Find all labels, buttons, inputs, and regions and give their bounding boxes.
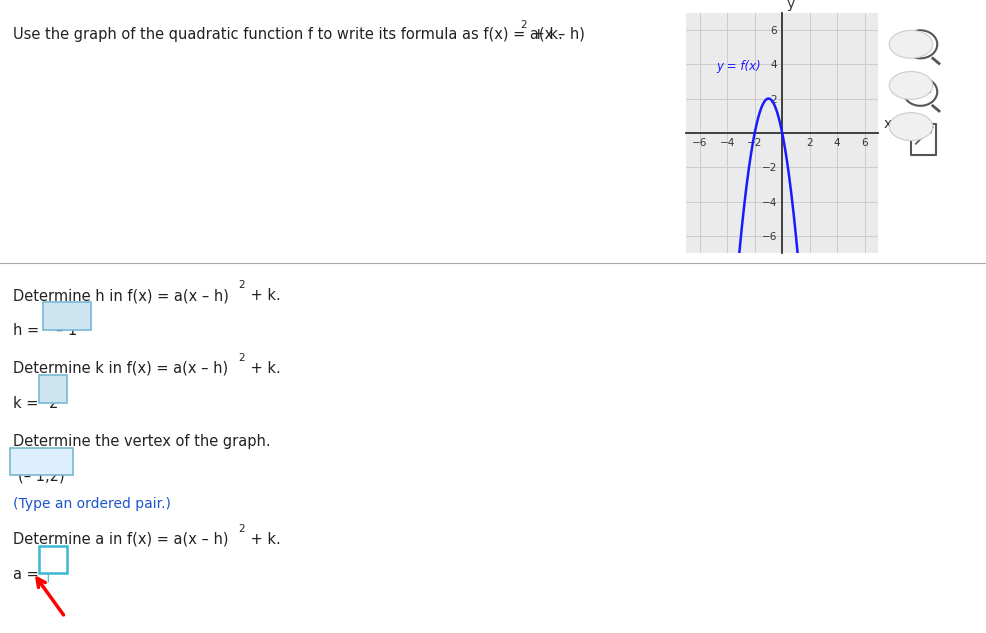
Text: + k.: + k. (246, 532, 280, 547)
Text: a =: a = (13, 567, 43, 582)
Text: Use the graph of the quadratic function f to write its formula as f(x) = a(x – h: Use the graph of the quadratic function … (13, 27, 584, 42)
Text: (– 1,2): (– 1,2) (18, 468, 65, 484)
Text: Determine a in f(x) = a(x – h): Determine a in f(x) = a(x – h) (13, 532, 228, 547)
Text: Determine k in f(x) = a(x – h): Determine k in f(x) = a(x – h) (13, 361, 228, 376)
Text: x: x (883, 117, 891, 131)
Circle shape (902, 78, 937, 106)
Text: 2: 2 (239, 524, 245, 534)
Text: (Type an ordered pair.): (Type an ordered pair.) (13, 497, 171, 511)
Text: |: | (45, 567, 50, 582)
Text: 2: 2 (239, 280, 245, 291)
Text: 2: 2 (48, 396, 58, 411)
Text: h =: h = (13, 323, 43, 338)
Text: + k.: + k. (246, 288, 280, 303)
Text: 2: 2 (239, 353, 245, 363)
Text: + k.: + k. (528, 27, 562, 42)
Text: Determine the vertex of the graph.: Determine the vertex of the graph. (13, 434, 270, 449)
Text: – 1: – 1 (56, 323, 78, 338)
Text: + k.: + k. (246, 361, 280, 376)
Text: Determine h in f(x) = a(x – h): Determine h in f(x) = a(x – h) (13, 288, 229, 303)
Text: y: y (786, 0, 794, 11)
Text: y = f(x): y = f(x) (716, 60, 760, 73)
Text: k =: k = (13, 396, 42, 411)
Text: 2: 2 (520, 20, 527, 30)
Circle shape (902, 30, 937, 58)
